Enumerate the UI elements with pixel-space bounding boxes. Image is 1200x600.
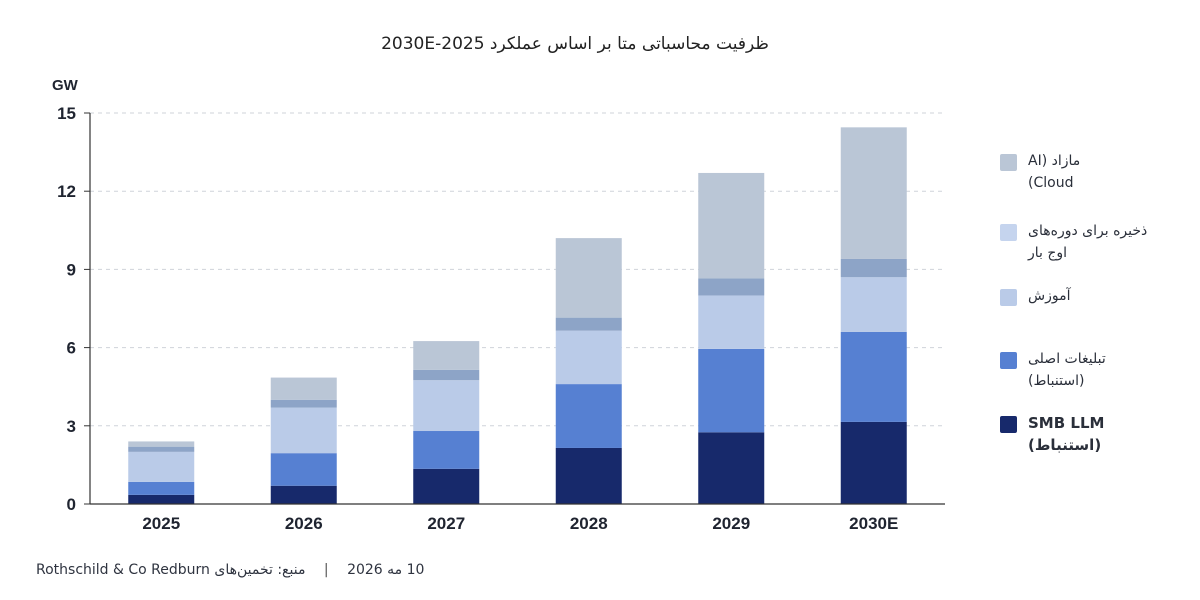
x-tick-label: 2025: [142, 514, 180, 533]
bar-segment-2027-series-1: [413, 431, 480, 469]
bar-stack-2028: [555, 238, 622, 504]
bar-segment-2027-series-3: [413, 369, 480, 381]
legend-label-line: آموزش: [1028, 288, 1071, 304]
bar-segment-2027-series-2: [413, 380, 480, 432]
bar-segment-2028-series-2: [555, 330, 622, 385]
y-tick-label: 0: [67, 495, 76, 514]
report-date: 10 مه 2026: [347, 562, 425, 578]
bar-segment-2030E-series-2: [840, 277, 907, 332]
bar-segment-2029-series-4: [698, 172, 765, 279]
bar-stack-2029: [698, 172, 765, 504]
legend-label: آموزش: [1028, 285, 1178, 307]
bar-segment-2028-series-3: [555, 317, 622, 331]
legend-swatch: [1000, 154, 1017, 171]
bar-segment-2029-series-2: [698, 295, 765, 349]
bar-stack-2026: [270, 377, 337, 504]
legend-label: مازاد (AI Cloud): [1028, 150, 1178, 194]
legend-swatch: [1000, 352, 1017, 369]
legend-label: SMB LLM (استنباط): [1028, 412, 1178, 456]
legend-label-line: SMB LLM: [1028, 414, 1105, 432]
grid-lines: [90, 112, 945, 427]
axes: 0 3 6 9 12 15 2025 2026 2027 2028 2029 2030E: [57, 104, 945, 533]
bar-segment-2029-series-1: [698, 348, 765, 433]
bar-segment-2026-series-0: [270, 485, 337, 504]
source-note: منبع: تخمین‌های Rothschild & Co Redburn: [36, 562, 306, 578]
y-tick-label: 15: [57, 104, 76, 123]
x-tick-label: 2027: [427, 514, 465, 533]
bar-segment-2025-series-3: [128, 446, 195, 452]
y-tick-label: 6: [67, 339, 76, 358]
bar-stack-2030E: [840, 127, 907, 504]
legend-label-line: ذخیره برای دوره‌های: [1028, 223, 1148, 239]
y-tick-label: 9: [67, 260, 76, 279]
bar-segment-2025-series-2: [128, 451, 195, 482]
bar-segment-2026-series-1: [270, 453, 337, 486]
bar-segment-2025-series-1: [128, 481, 195, 495]
legend-label-line: تبلیغات اصلی: [1028, 351, 1106, 367]
legend-label: تبلیغات اصلی (استنباط): [1028, 348, 1178, 392]
bar-segment-2026-series-2: [270, 407, 337, 454]
footer: منبع: تخمین‌های Rothschild & Co Redburn …: [36, 562, 424, 578]
x-tick-label: 2030E: [849, 514, 898, 533]
x-tick-label: 2028: [570, 514, 608, 533]
bar-segment-2029-series-0: [698, 432, 765, 504]
y-tick-label: 12: [57, 182, 76, 201]
bar-stack-2025: [128, 441, 195, 504]
legend-label: ذخیره برای دوره‌های اوج بار: [1028, 220, 1178, 264]
bar-segment-2025-series-0: [128, 494, 195, 504]
footer-separator: |: [323, 562, 329, 578]
y-axis-unit-label: GW: [52, 77, 79, 94]
legend-label-line: (استنباط): [1028, 436, 1102, 454]
legend-swatch: [1000, 224, 1017, 241]
bar-segment-2030E-series-1: [840, 331, 907, 422]
bar-segment-2030E-series-4: [840, 127, 907, 259]
bar-segment-2027-series-0: [413, 468, 480, 504]
legend-label-line: Cloud): [1028, 175, 1074, 191]
bar-segment-2027-series-4: [413, 341, 480, 370]
x-tick-label: 2026: [285, 514, 323, 533]
chart-title: ظرفیت محاسباتی متا بر اساس عملکرد 2030E-…: [381, 34, 769, 54]
x-tick-label: 2029: [712, 514, 750, 533]
legend-swatch: [1000, 289, 1017, 306]
bar-segment-2026-series-3: [270, 399, 337, 408]
legend-label-line: (استنباط): [1028, 373, 1085, 389]
bar-stack-2027: [413, 341, 480, 504]
bar-segment-2026-series-4: [270, 377, 337, 400]
y-tick-label: 3: [67, 417, 76, 436]
bar-segment-2028-series-1: [555, 384, 622, 448]
legend-swatch: [1000, 416, 1017, 433]
bar-segment-2030E-series-3: [840, 258, 907, 278]
bar-segment-2028-series-0: [555, 447, 622, 504]
bar-segment-2029-series-3: [698, 278, 765, 296]
legend-label-line: مازاد (AI: [1028, 153, 1081, 169]
bar-segment-2025-series-4: [128, 441, 195, 447]
bar-segment-2030E-series-0: [840, 421, 907, 504]
legend-label-line: اوج بار: [1028, 245, 1068, 261]
bars: [128, 127, 907, 504]
bar-segment-2028-series-4: [555, 238, 622, 318]
